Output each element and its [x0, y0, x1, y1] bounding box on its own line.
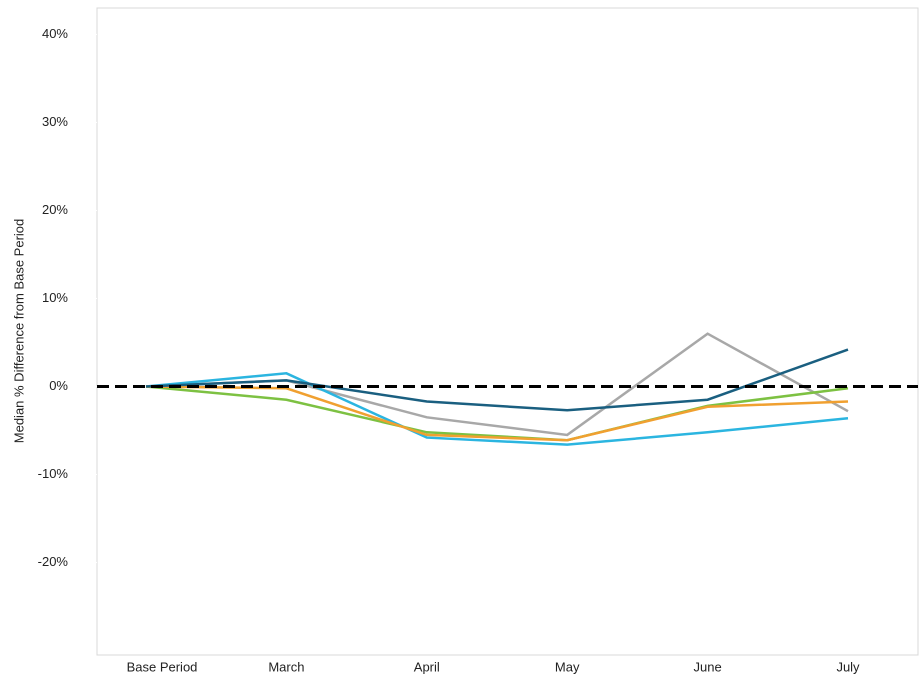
series-line: [145, 348, 849, 412]
x-tick-label: April: [414, 659, 440, 674]
x-tick-label: Base Period: [127, 659, 198, 674]
y-tick-label: -20%: [38, 554, 69, 569]
y-tick-label: 10%: [42, 290, 68, 305]
x-tick-label: June: [693, 659, 721, 674]
y-tick-label: -10%: [38, 466, 69, 481]
series-line: [145, 385, 849, 442]
x-tick-label: March: [268, 659, 304, 674]
y-tick-label: 30%: [42, 114, 68, 129]
x-tick-label: May: [555, 659, 580, 674]
series-line: [145, 332, 849, 437]
y-axis-label: Median % Difference from Base Period: [11, 219, 26, 443]
x-tick-label: July: [836, 659, 860, 674]
plot-frame: [96, 7, 919, 656]
y-tick-label: 0%: [49, 378, 68, 393]
y-tick-label: 40%: [42, 26, 68, 41]
series-line: [145, 372, 849, 446]
series-line: [145, 385, 849, 442]
y-tick-label: 20%: [42, 202, 68, 217]
